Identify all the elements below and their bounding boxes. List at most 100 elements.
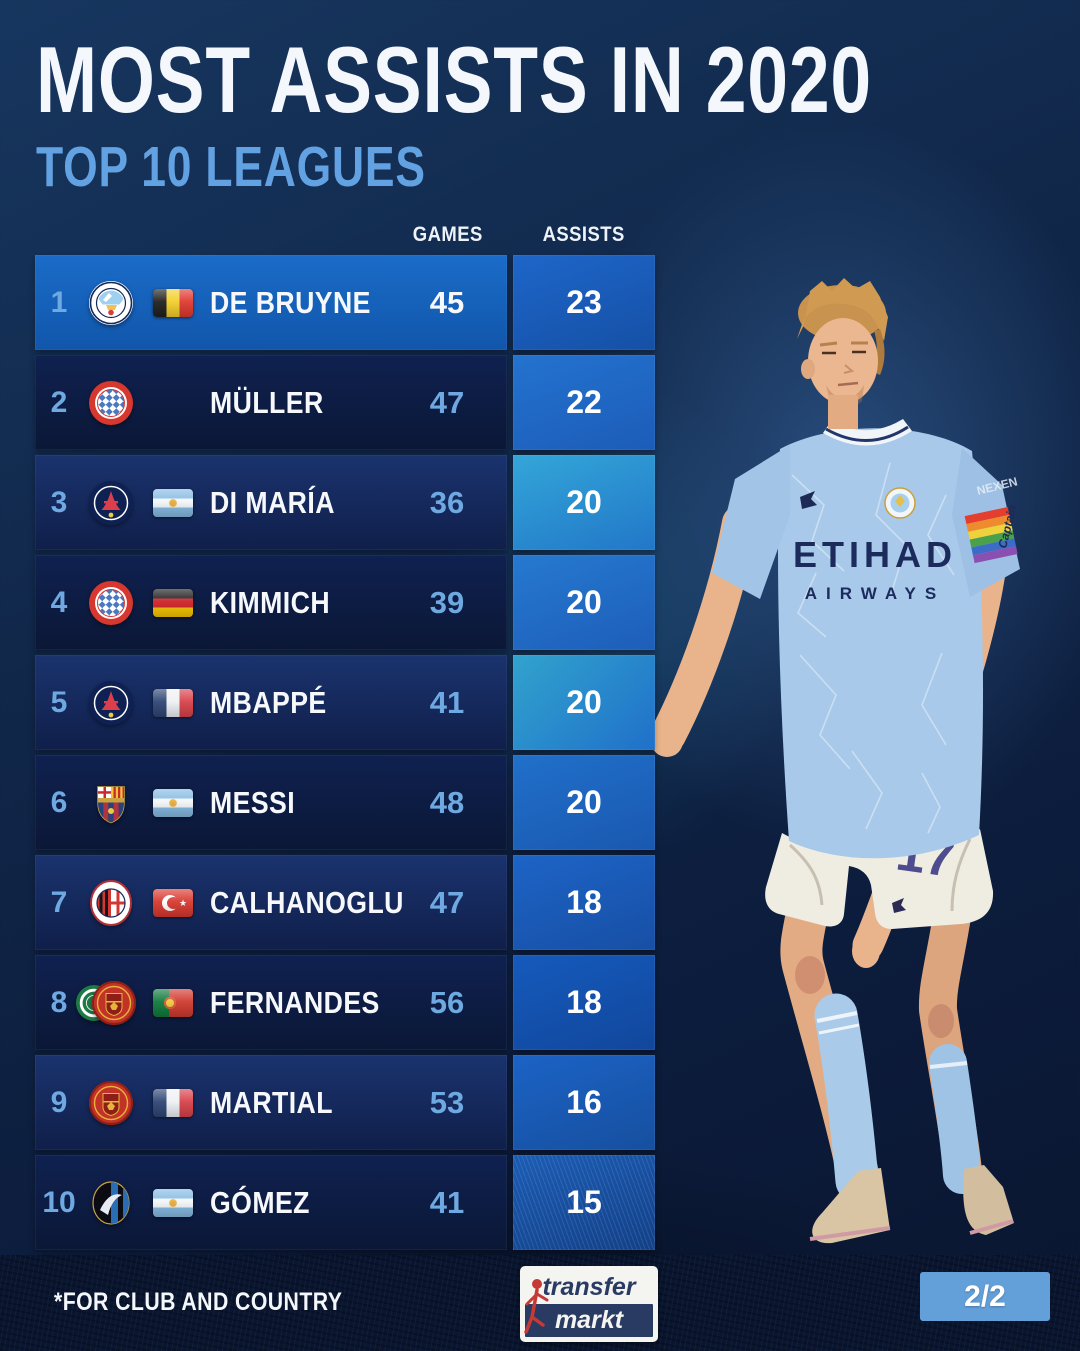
france-flag-icon [153,1088,193,1117]
transfermarkt-logo-text-top: transfer [542,1273,636,1301]
transfermarkt-logo-text-bottom: markt [525,1304,653,1337]
turkey-flag-icon: ★ [153,888,193,917]
player-name: MESSI [210,785,296,820]
transfermarkt-figure-icon [524,1279,549,1334]
row-bar: 9 MARTIAL 53 [35,1055,507,1150]
games-value: 36 [429,485,465,520]
rank-label: 1 [50,286,68,319]
table-row: 9 MARTIAL 53 16 [35,1055,655,1150]
games-value: 47 [429,385,465,420]
bayern-munich-badge-icon [88,380,134,426]
rank-label: 5 [50,686,68,719]
player-name: CALHANOGLU [210,885,404,920]
table-row: 7 ★ CALHANOGLU 47 18 [35,855,655,950]
rank-label: 7 [50,886,68,919]
games-value: 47 [429,885,465,920]
player-name: MÜLLER [210,385,324,420]
row-bar: 7 ★ CALHANOGLU 47 [35,855,507,950]
page-indicator-badge: 2/2 [920,1272,1050,1321]
france-flag-icon [153,688,193,717]
sporting-and-manchester-united-badge-icon [75,980,137,1026]
assists-value: 20 [566,784,602,820]
manchester-united-badge-icon [92,980,136,1025]
assists-value: 22 [566,384,602,420]
bayern-munich-badge-icon [88,580,134,626]
manchester-city-badge-icon [88,280,134,326]
manchester-united-badge-icon [88,1080,134,1126]
row-bar: 8 FERNANDES 56 [35,955,507,1050]
rank-label: 3 [50,486,68,519]
shirt-sponsor-line2: AIRWAYS [805,584,945,603]
rank-label: 4 [50,586,68,619]
psg-badge-icon [88,680,134,726]
assists-value: 20 [566,584,602,620]
table-row: 6 MESSI 48 20 [35,755,655,850]
ac-milan-badge-icon [88,879,134,926]
table-row: 1 DE BRUYNE 45 23 [35,255,655,350]
argentina-flag-icon [153,488,193,517]
assists-cell: 23 [513,255,655,350]
shirt-sponsor-line1: ETIHAD [793,534,957,575]
assists-cell: 18 [513,955,655,1050]
rank-label: 9 [50,1086,68,1119]
table-row: 3 DI MARÍA 36 20 [35,455,655,550]
row-bar: 5 MBAPPÉ 41 [35,655,507,750]
rank-label: 8 [50,986,68,1019]
assists-value: 18 [566,884,602,920]
atalanta-badge-icon [88,1180,134,1226]
row-bar: 6 MESSI 48 [35,755,507,850]
assists-value: 18 [566,984,602,1020]
row-bar: 1 DE BRUYNE 45 [35,255,507,350]
argentina-flag-icon [153,1188,193,1217]
assists-cell: 20 [513,655,655,750]
assists-cell: 15 [513,1155,655,1250]
germany-flag-icon [153,588,193,617]
column-header-assists: ASSISTS [542,223,626,246]
assists-value: 20 [566,484,602,520]
rainbow-captain-armband [964,507,1018,564]
player-name: KIMMICH [210,585,331,620]
row-bar: 4 KIMMICH 39 [35,555,507,650]
player-name: DI MARÍA [210,485,335,520]
portugal-flag-icon [153,988,193,1017]
table-row: 8 FERNANDES 56 18 [35,955,655,1050]
assists-cell: 20 [513,455,655,550]
games-value: 56 [429,985,465,1020]
assists-value: 16 [566,1084,602,1120]
assists-cell: 18 [513,855,655,950]
barcelona-badge-icon [88,780,134,826]
page-title: MOST ASSISTS IN 2020 [36,27,872,132]
rank-label: 2 [50,386,68,419]
table-row: 5 MBAPPÉ 41 20 [35,655,655,750]
games-value: 41 [429,1185,465,1220]
assists-cell: 20 [513,555,655,650]
assists-value: 23 [566,284,602,320]
assists-cell: 22 [513,355,655,450]
player-name: MARTIAL [210,1085,333,1120]
table-row: 2 MÜLLER 47 22 [35,355,655,450]
transfermarkt-logo: transfer markt [520,1266,658,1342]
games-value: 41 [429,685,465,720]
games-value: 39 [429,585,465,620]
assists-cell: 20 [513,755,655,850]
footer-note: *FOR CLUB AND COUNTRY [54,1288,343,1316]
player-name: GÓMEZ [210,1185,310,1220]
page-subtitle: TOP 10 LEAGUES [36,135,426,199]
rank-label: 10 [42,1186,76,1219]
assists-cell: 16 [513,1055,655,1150]
belgium-flag-icon [153,288,193,317]
row-bar: 2 MÜLLER 47 [35,355,507,450]
assists-value: 15 [566,1184,602,1220]
games-value: 45 [429,285,465,320]
player-photo: 17 ETIHAD AIRWAYS NEXEN [650,278,1020,1244]
table-row: 10 GÓMEZ 41 15 [35,1155,655,1250]
rank-label: 6 [50,786,68,819]
player-name: MBAPPÉ [210,685,327,720]
player-name: DE BRUYNE [210,285,371,320]
table-row: 4 KIMMICH 39 20 [35,555,655,650]
assists-value: 20 [566,684,602,720]
psg-badge-icon [88,480,134,526]
games-value: 53 [429,1085,465,1120]
row-bar: 3 DI MARÍA 36 [35,455,507,550]
